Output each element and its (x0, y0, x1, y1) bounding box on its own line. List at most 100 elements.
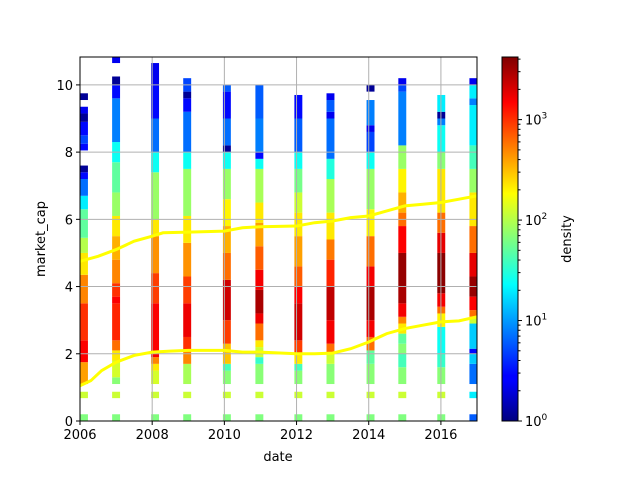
quantile-line-lower (80, 315, 477, 388)
heatmap-cell (183, 350, 192, 364)
heatmap-cell (294, 363, 303, 371)
heatmap-cell (294, 192, 303, 213)
y-tick-label: 8 (65, 146, 73, 161)
heatmap-cell (469, 363, 477, 385)
heatmap-cell (398, 145, 407, 169)
heatmap-cell (398, 353, 407, 368)
heatmap-cell (80, 252, 88, 275)
heatmap-cell (366, 209, 375, 237)
y-tick-label: 10 (56, 79, 73, 94)
heatmap-cell (294, 118, 303, 153)
heatmap-cell (326, 212, 335, 240)
heatmap-cell (112, 350, 121, 361)
heatmap-cell (398, 414, 407, 421)
y-tick-label: 4 (65, 281, 73, 296)
heatmap-cell (366, 391, 375, 399)
heatmap-cell (326, 111, 335, 119)
heatmap-cell (469, 296, 477, 311)
heatmap-cell (151, 273, 160, 304)
heatmap-cell (469, 310, 477, 317)
heatmap-cell (326, 343, 335, 354)
heatmap-cell (183, 391, 192, 399)
heatmap-cell (183, 242, 192, 277)
heatmap-cell (366, 266, 375, 287)
colorbar-tick-label: 100 (525, 413, 548, 430)
heatmap-cell (326, 320, 335, 344)
colorbar-tick-label: 102 (525, 212, 547, 229)
heatmap-cell (398, 252, 407, 287)
heatmap-cell (222, 84, 231, 92)
heatmap-cell (151, 84, 160, 119)
heatmap-cell (294, 94, 303, 119)
heatmap-cell (222, 252, 231, 280)
heatmap-cell (151, 303, 160, 358)
heatmap-cell (112, 303, 121, 341)
heatmap-cell (398, 391, 407, 399)
heatmap-cell (183, 98, 192, 112)
heatmap-cell (222, 91, 231, 119)
heatmap-cell (294, 414, 303, 421)
heatmap-cell (366, 236, 375, 267)
heatmap-cell (294, 236, 303, 267)
heatmap-cell (80, 93, 88, 101)
heatmap-cell (326, 179, 335, 213)
heatmap-cell (326, 363, 335, 385)
heatmap-cell (294, 391, 303, 399)
heatmap-cell (151, 391, 160, 399)
heatmap-cell (151, 118, 160, 153)
heatmap-cell (183, 363, 192, 385)
heatmap-cell (80, 362, 88, 385)
heatmap-cell (112, 57, 121, 64)
heatmap-cell (255, 340, 264, 348)
heatmap-cell (151, 370, 160, 385)
heatmap-cell (366, 363, 375, 385)
heatmap-cell (183, 91, 192, 99)
heatmap-cell (255, 357, 264, 364)
heatmap-cell (294, 370, 303, 385)
heatmap-cell (366, 125, 375, 132)
heatmap-cell (326, 286, 335, 321)
x-axis-ticks: 2006 2008 2010 2012 2014 2016 (63, 421, 457, 443)
heatmap-cell (366, 152, 375, 169)
heatmap-cell (255, 246, 264, 270)
heatmap-cell (112, 283, 121, 297)
heatmap-cell (112, 414, 121, 421)
heatmap-cell (151, 172, 160, 220)
heatmap-cell (398, 84, 407, 92)
heatmap-cell (222, 226, 231, 253)
heatmap-cell (398, 78, 407, 85)
heatmap-cell (183, 303, 192, 337)
heatmap-cell (80, 113, 88, 122)
heatmap-cell (398, 226, 407, 253)
heatmap-cell (469, 414, 477, 421)
heatmap-cell (255, 222, 264, 247)
heatmap-cell (398, 333, 407, 344)
heatmap-cell (366, 168, 375, 210)
heatmap-cell (326, 100, 335, 112)
heatmap-cell (398, 91, 407, 146)
x-tick-label: 2008 (136, 428, 169, 443)
colorbar-tick-label: 101 (525, 313, 547, 330)
heatmap-cell (222, 118, 231, 146)
heatmap-cell (255, 313, 264, 324)
y-axis-ticks: 0 2 4 6 8 10 (56, 79, 80, 430)
heatmap-cell (255, 363, 264, 385)
heatmap-cell (222, 168, 231, 200)
heatmap-cell (469, 353, 477, 364)
heatmap-cell (294, 152, 303, 169)
heatmap-cell (469, 391, 477, 399)
heatmap-cell (398, 168, 407, 193)
heatmap-cell (112, 377, 121, 385)
heatmap-cell (183, 215, 192, 243)
heatmap-cell (80, 340, 88, 363)
heatmap-cell (151, 63, 160, 85)
heatmap-cell (112, 340, 121, 351)
heatmap-cell (398, 303, 407, 317)
heatmap-cell (222, 370, 231, 385)
heatmap-cell (80, 274, 88, 304)
heatmap-cell (80, 179, 88, 196)
x-tick-label: 2014 (352, 428, 385, 443)
heatmap-cell (112, 296, 121, 304)
colorbar-tick-label: 103 (525, 112, 547, 129)
heatmap-cell (151, 236, 160, 274)
